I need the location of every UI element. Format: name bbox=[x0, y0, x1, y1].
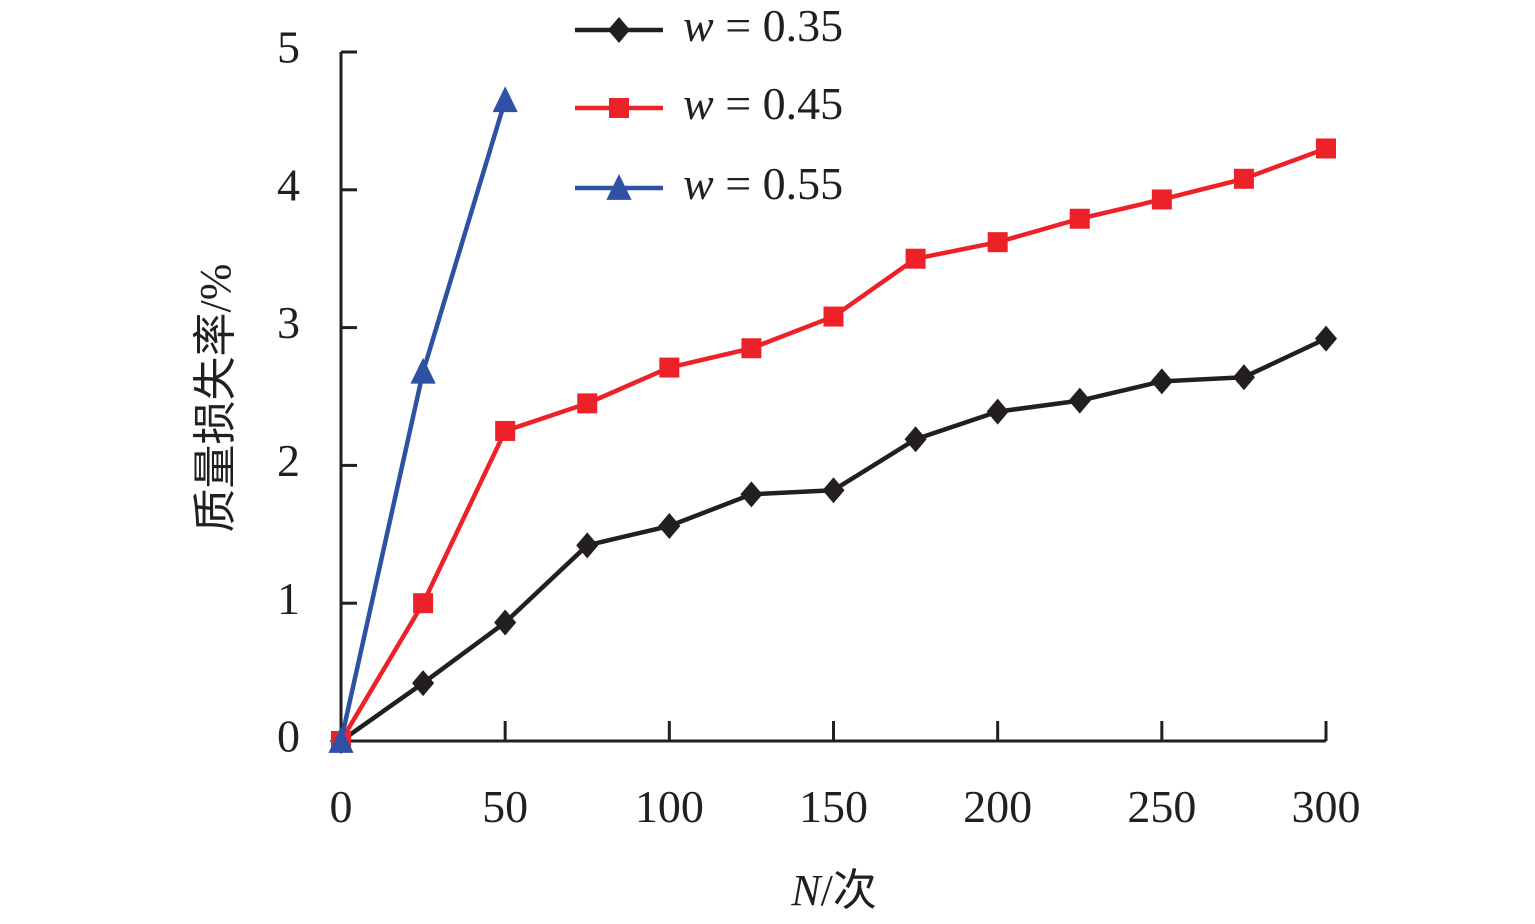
x-axis-title-var: N bbox=[790, 866, 823, 915]
x-tick-label: 100 bbox=[635, 781, 704, 832]
x-axis-title: N/次 bbox=[790, 866, 877, 915]
data-point-diamond bbox=[412, 670, 435, 697]
data-point-diamond bbox=[904, 426, 927, 453]
y-tick-label: 2 bbox=[277, 435, 300, 486]
data-point-square bbox=[905, 248, 926, 269]
y-tick-label: 1 bbox=[277, 573, 300, 624]
data-point-square bbox=[1151, 189, 1172, 210]
data-point-square bbox=[577, 393, 598, 414]
data-point-square bbox=[1069, 208, 1090, 229]
series-layer bbox=[328, 86, 1338, 754]
y-tick-label: 5 bbox=[277, 22, 300, 73]
data-point-square bbox=[741, 338, 762, 359]
data-point-square bbox=[987, 232, 1008, 253]
legend-label-var: w bbox=[683, 78, 714, 129]
data-point-square bbox=[413, 593, 434, 614]
data-point-diamond bbox=[822, 477, 845, 504]
data-point-diamond bbox=[1232, 364, 1255, 391]
x-tick-label: 250 bbox=[1127, 781, 1196, 832]
data-point-triangle bbox=[328, 727, 354, 753]
data-point-diamond bbox=[576, 532, 599, 559]
y-axis-title: 质量损失率/% bbox=[191, 264, 240, 533]
x-axis-title-unit: /次 bbox=[821, 866, 877, 915]
legend-item: w = 0.45 bbox=[575, 78, 843, 129]
legend-label: w = 0.55 bbox=[683, 158, 843, 209]
series-line bbox=[339, 336, 1327, 743]
x-tick-label: 0 bbox=[330, 781, 353, 832]
x-tick-label: 200 bbox=[963, 781, 1032, 832]
legend-item: w = 0.55 bbox=[575, 158, 843, 209]
series-line bbox=[339, 146, 1327, 743]
legend-label-var: w bbox=[683, 0, 714, 51]
series-square bbox=[331, 138, 1336, 751]
data-point-diamond bbox=[1150, 368, 1173, 395]
y-tick-label: 4 bbox=[277, 159, 300, 210]
legend-label: w = 0.35 bbox=[683, 0, 843, 51]
series-triangle bbox=[328, 86, 518, 753]
legend-label-value: = 0.35 bbox=[714, 0, 843, 51]
data-point-diamond bbox=[1068, 387, 1091, 414]
data-point-square bbox=[495, 420, 516, 441]
legend-label: w = 0.45 bbox=[683, 78, 843, 129]
data-point-square bbox=[1233, 168, 1254, 189]
data-point-triangle bbox=[492, 86, 518, 113]
legend-label-value: = 0.45 bbox=[714, 78, 843, 129]
data-point-square bbox=[1316, 138, 1336, 159]
legend-marker-triangle bbox=[606, 174, 632, 200]
series-line bbox=[338, 99, 508, 742]
x-tick-label: 150 bbox=[799, 781, 868, 832]
data-point-triangle bbox=[410, 357, 436, 384]
data-point-diamond bbox=[494, 609, 517, 636]
data-point-square bbox=[659, 357, 680, 378]
data-point-square bbox=[823, 306, 844, 327]
x-tick-label: 50 bbox=[482, 781, 528, 832]
y-tick-label: 3 bbox=[277, 297, 300, 348]
legend: w = 0.35w = 0.45w = 0.55 bbox=[575, 0, 843, 209]
legend-item: w = 0.35 bbox=[575, 0, 843, 51]
legend-marker-diamond bbox=[607, 17, 631, 43]
data-point-diamond bbox=[986, 398, 1009, 425]
data-point-diamond bbox=[740, 481, 763, 508]
legend-label-value: = 0.55 bbox=[714, 158, 843, 209]
series-diamond bbox=[329, 325, 1338, 754]
y-tick-label: 0 bbox=[277, 711, 300, 762]
data-point-diamond bbox=[1314, 325, 1338, 352]
legend-label-var: w bbox=[683, 158, 714, 209]
legend-marker-square bbox=[609, 98, 629, 118]
data-point-diamond bbox=[658, 513, 681, 540]
x-tick-label: 300 bbox=[1292, 781, 1361, 832]
